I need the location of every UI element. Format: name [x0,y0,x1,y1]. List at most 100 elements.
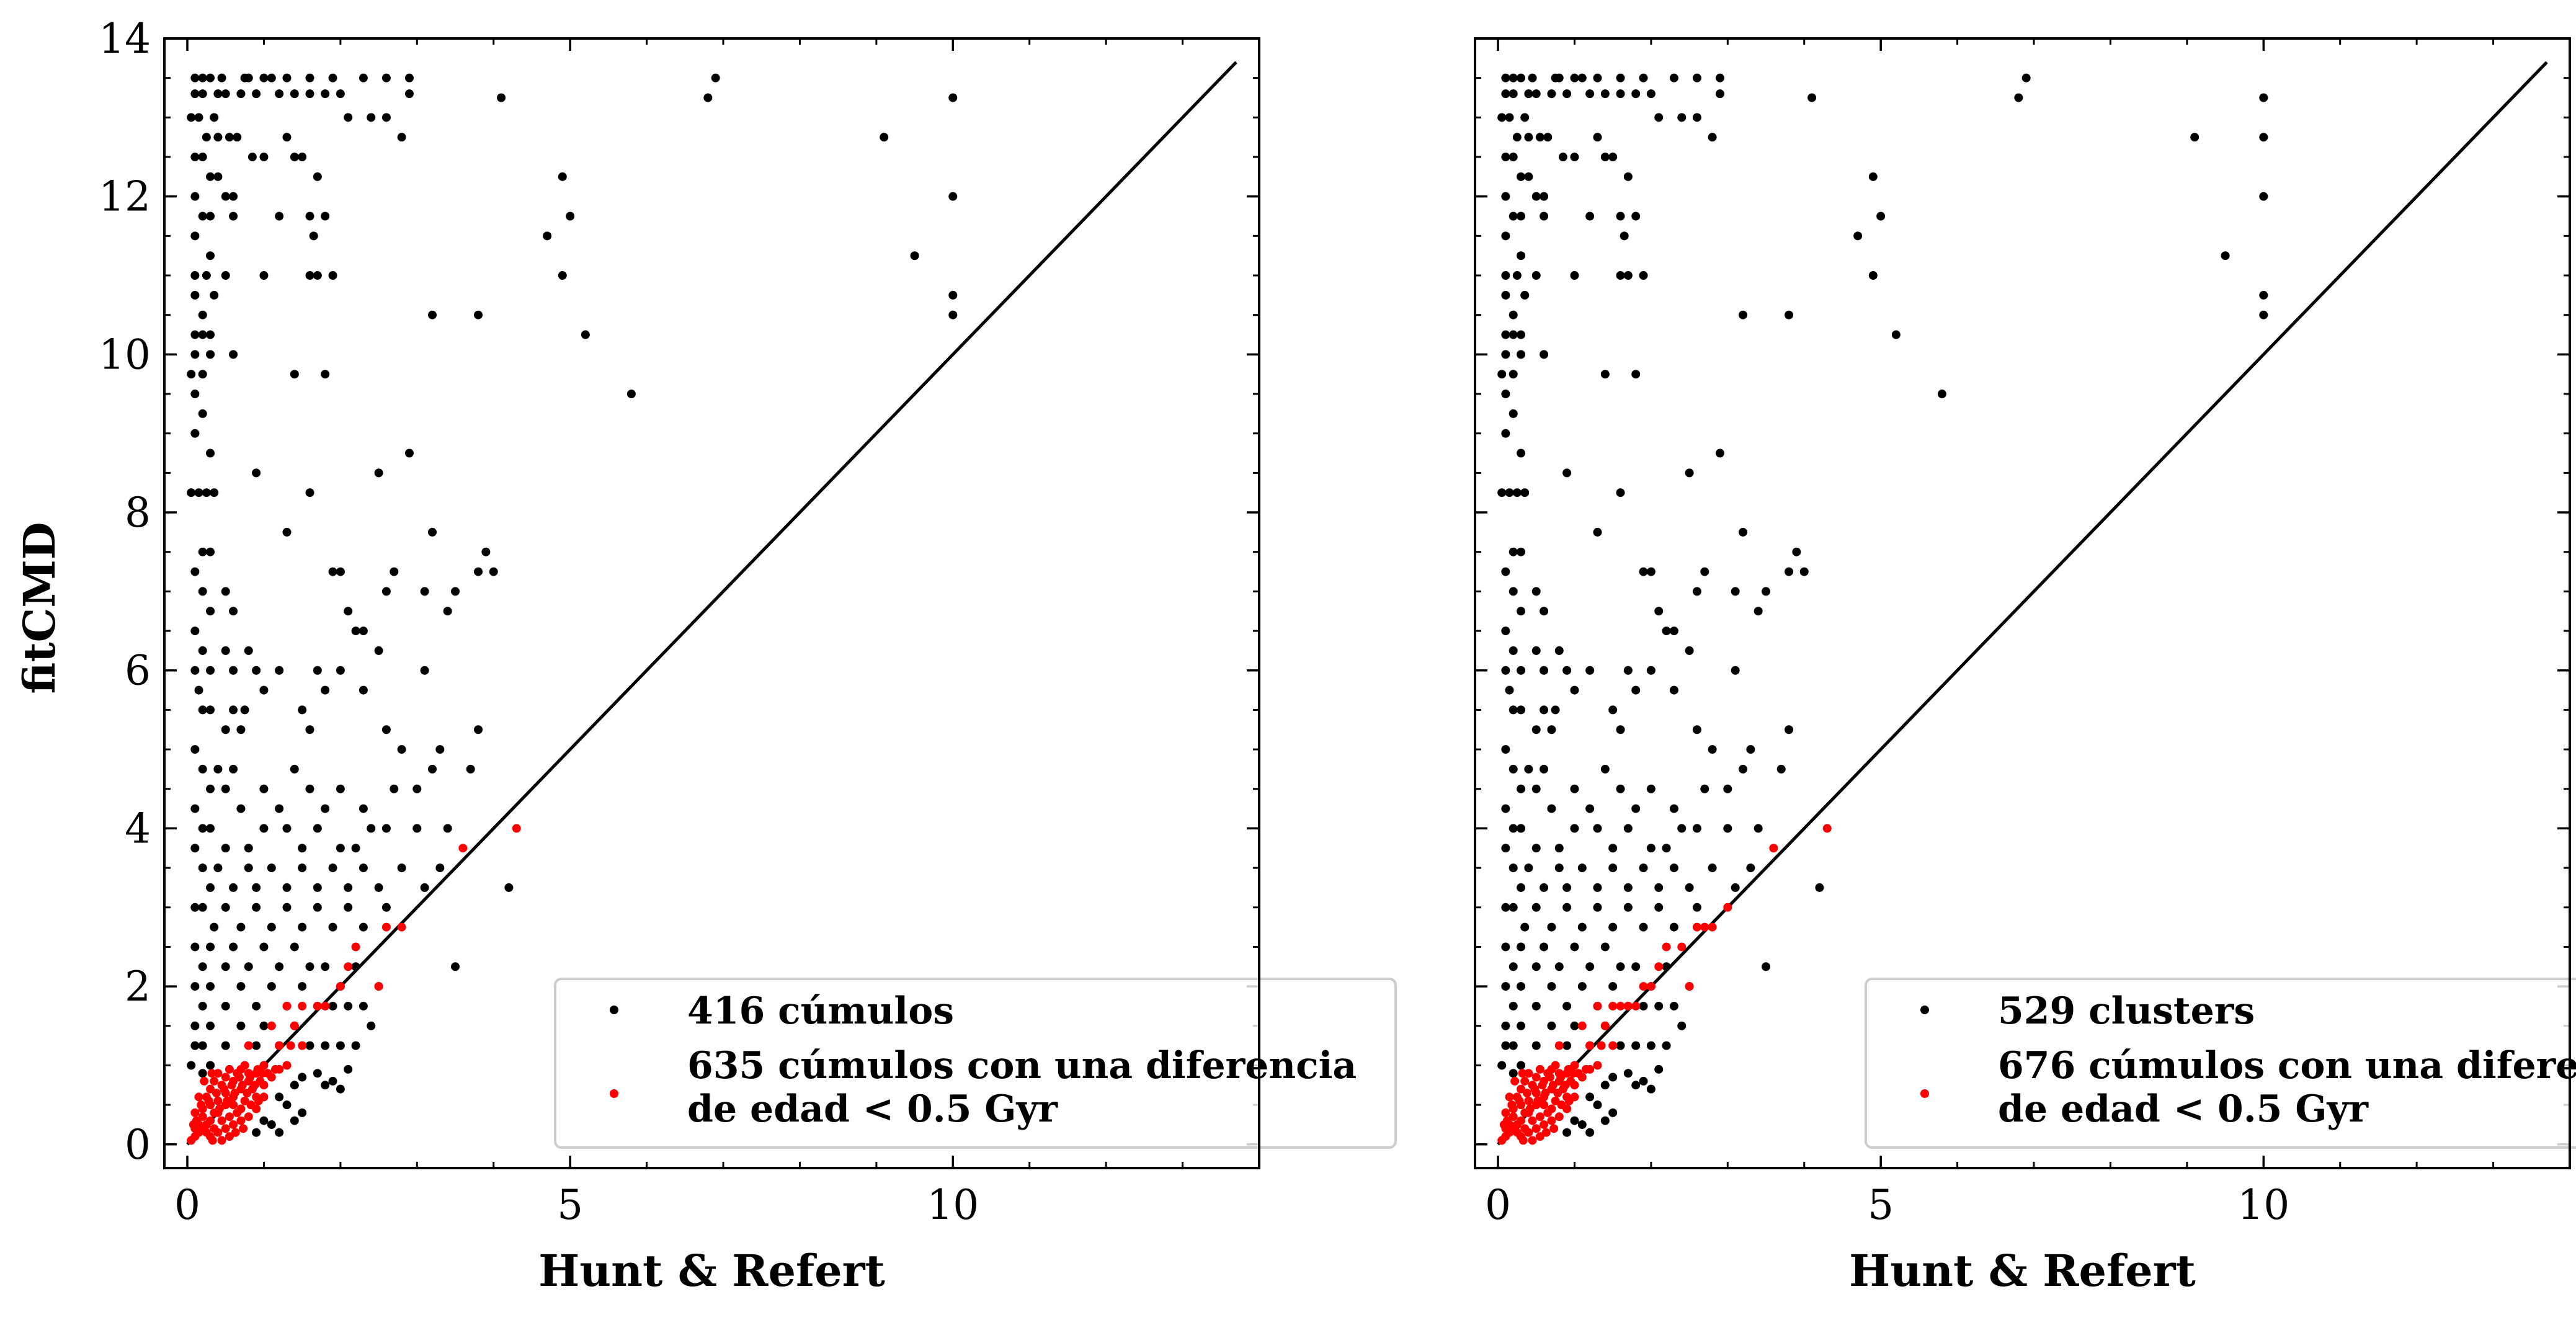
red-point [213,1096,223,1105]
black-point [1738,310,1747,319]
black-point [1509,310,1518,319]
black-point [374,883,383,892]
black-point [451,587,460,596]
black-points-series [1497,73,2268,1137]
black-point [1616,784,1625,793]
black-point [1608,982,1618,991]
black-point [1600,942,1610,952]
red-point [1822,824,1832,833]
black-point [236,1021,246,1030]
black-point [259,784,269,793]
black-point [236,89,246,99]
black-point [443,824,452,833]
red-point [1570,1092,1579,1102]
red-points-series [187,824,521,1145]
red-point [275,1064,284,1074]
legend-label-red-line2: de edad < 0.5 Gyr [1998,1087,2369,1131]
black-point [1662,962,1671,971]
black-point [1685,646,1694,655]
black-point [381,725,391,734]
red-point [253,1064,262,1074]
black-point [290,942,299,952]
black-point [1715,73,1724,83]
black-point [305,962,314,971]
red-point [1530,1084,1540,1094]
black-point [359,1001,368,1010]
black-point [1547,725,1556,734]
black-point [336,89,345,99]
black-point [1520,113,1530,122]
black-point [948,310,958,319]
black-point [1754,607,1763,616]
black-point [435,745,445,754]
red-point [236,1116,246,1125]
black-point [1616,962,1625,971]
black-point [1524,863,1533,873]
black-point [225,133,234,142]
black-point [1501,271,1510,280]
y-tick-label: 8 [125,489,151,537]
black-point [236,982,246,991]
red-point [1524,1096,1533,1105]
red-point [244,1041,253,1050]
red-point [1600,1021,1610,1030]
red-point [1541,1089,1550,1098]
red-point [1525,1104,1535,1113]
black-point [558,271,567,280]
black-point [1708,863,1717,873]
red-point [1692,922,1701,932]
red-point [246,1073,255,1082]
red-point [198,1112,207,1122]
black-point [190,290,200,300]
black-point [290,89,299,99]
black-point [305,1041,314,1050]
red-point [1654,962,1664,971]
black-point [298,844,307,853]
black-point [1738,527,1747,537]
black-point [1708,745,1717,754]
black-point [275,1128,284,1137]
black-point [298,863,307,873]
black-point [367,824,376,833]
black-point [1505,113,1514,122]
red-point [202,1120,211,1129]
black-point [1776,764,1786,774]
black-point [1616,89,1625,99]
red-point [1497,1136,1507,1145]
black-point [1547,804,1556,813]
axes-frame [163,37,1260,1169]
black-point [206,883,215,892]
black-point [1585,666,1595,675]
black-point [1646,1084,1656,1094]
black-point [1570,685,1579,695]
red-point [221,1073,230,1082]
red-point [1501,1108,1510,1117]
black-point [497,93,506,102]
red-point [282,1061,292,1070]
black-point [190,804,200,813]
black-point [328,1076,337,1086]
black-point [259,73,269,83]
black-point [202,271,211,280]
x-tick-label: 5 [1868,1181,1894,1229]
black-point [190,567,200,576]
black-point [1815,883,1824,892]
black-point [313,1069,322,1078]
black-point [252,468,261,478]
black-point [221,646,230,655]
black-point [359,863,368,873]
red-point [1723,903,1732,912]
black-point [359,804,368,813]
black-point [1623,172,1633,181]
black-point [221,1041,230,1050]
black-point [221,903,230,912]
black-point [1616,271,1625,280]
black-point [1517,784,1526,793]
black-point [1685,883,1694,892]
black-point [221,587,230,596]
black-point [1554,73,1564,83]
red-point [234,1073,244,1082]
black-point [1520,488,1530,497]
black-point [1593,903,1602,912]
